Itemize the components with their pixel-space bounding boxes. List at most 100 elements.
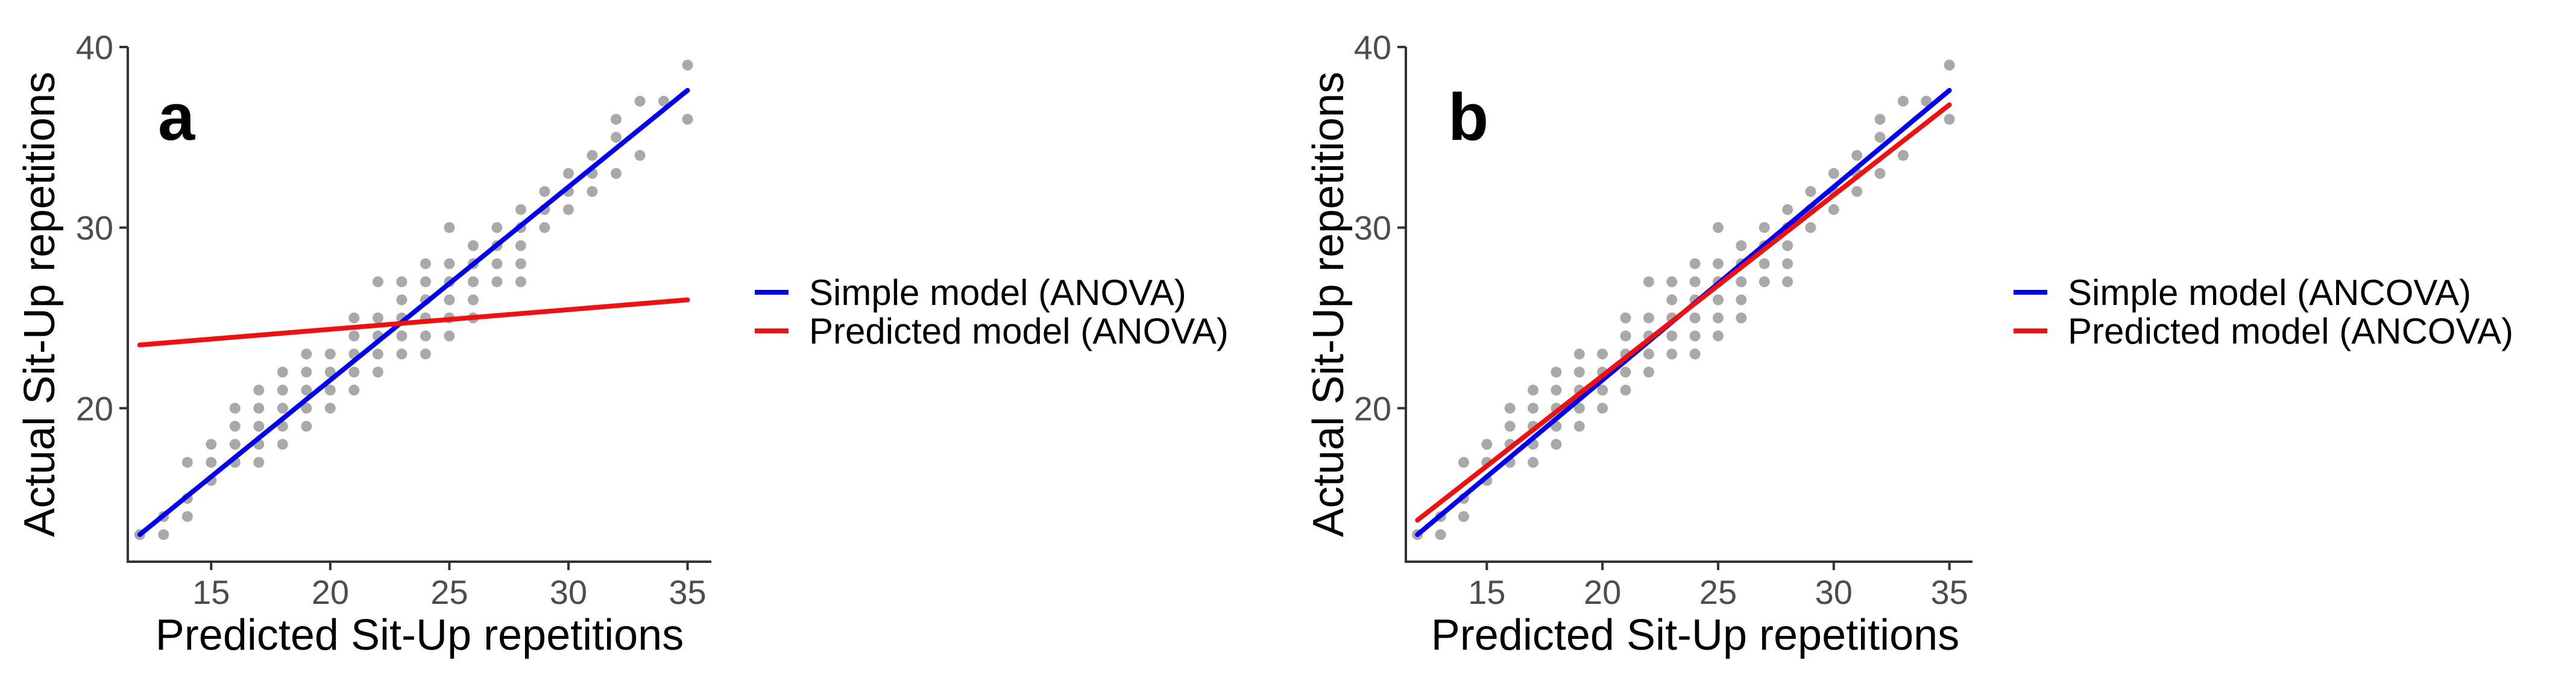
- panel-a-data-point: [539, 186, 550, 197]
- panel-a-data-point: [396, 294, 408, 306]
- panel-a-data-point: [515, 204, 526, 215]
- panel-a-data-point: [396, 348, 408, 360]
- panel-b-data-point: [1851, 149, 1863, 161]
- panel-b-data-point: [1458, 511, 1469, 523]
- panel-b-data-point: [1666, 348, 1678, 360]
- panel-a-x-axis-title: Predicted Sit-Up repetitions: [156, 611, 684, 659]
- panel-b-y-ticks: 20 30 40: [1354, 28, 1406, 427]
- panel-b-data-point: [1782, 276, 1793, 287]
- panel-b-data-point: [1689, 312, 1701, 324]
- panel-a-data-point: [301, 366, 312, 378]
- panel-b-data-point: [1551, 385, 1562, 396]
- panel-a-data-point: [420, 276, 431, 287]
- panel-a-x-tick-label: 25: [430, 573, 468, 611]
- panel-a-data-point: [372, 366, 383, 378]
- panel-a-y-tick-label: 40: [76, 28, 113, 66]
- panel-b-data-point: [1713, 330, 1724, 342]
- panel-a-data-point: [396, 330, 408, 342]
- panel-a-data-point: [491, 258, 503, 269]
- panel-a-data-point: [324, 403, 336, 414]
- panel-b-data-point: [1666, 330, 1678, 342]
- panel-a-data-point: [611, 131, 622, 143]
- panel-b-data-point: [1597, 403, 1608, 414]
- panel-b-data-point: [1573, 421, 1585, 432]
- panel-a-data-point: [682, 113, 693, 125]
- panel-a-y-tick-label: 20: [76, 389, 113, 427]
- panel-b-data-point: [1805, 222, 1816, 233]
- panel-a-data-point: [253, 457, 265, 468]
- panel-b-x-tick-label: 35: [1930, 573, 1968, 611]
- panel-a-data-point: [587, 149, 598, 161]
- panel-a-data-point: [206, 457, 217, 468]
- panel-a-data-point: [277, 385, 288, 396]
- panel-b-data-point: [1944, 113, 1955, 125]
- panel-b-points: [1412, 60, 1955, 541]
- panel-b-data-point: [1713, 258, 1724, 269]
- panel-b-data-point: [1643, 276, 1654, 287]
- panel-b-data-point: [1736, 240, 1747, 251]
- panel-a-data-point: [587, 186, 598, 197]
- panel-b-data-point: [1528, 385, 1538, 396]
- panel-b-data-point: [1782, 204, 1793, 215]
- panel-a-data-point: [444, 294, 455, 306]
- panel-b-data-point: [1689, 276, 1701, 287]
- panel-b-data-point: [1504, 403, 1516, 414]
- panel-a-data-point: [562, 204, 574, 215]
- panel-a-data-point: [229, 439, 241, 450]
- panel-b-x-tick-label: 25: [1699, 573, 1737, 611]
- panel-a-data-point: [372, 276, 383, 287]
- panel-a-data-point: [611, 113, 622, 125]
- panel-a-data-point: [372, 312, 383, 324]
- panel-a-data-point: [467, 294, 479, 306]
- panel-b-data-point: [1828, 204, 1839, 215]
- panel-b-data-point: [1573, 348, 1585, 360]
- panel-b-y-axis-title: Actual Sit-Up repetitions: [1305, 72, 1353, 537]
- panel-a-y-ticks: 20 30 40: [76, 28, 128, 427]
- panel-a-data-point: [348, 366, 360, 378]
- panel-a-x-tick-label: 20: [312, 573, 349, 611]
- panel-b-data-point: [1528, 403, 1538, 414]
- panel-a-lines: [137, 87, 690, 538]
- panel-b-x-ticks: 15 20 25 30 35: [1468, 562, 1968, 611]
- panel-b-x-tick-label: 20: [1584, 573, 1621, 611]
- panel-a-data-point: [348, 385, 360, 396]
- panel-b-data-point: [1597, 348, 1608, 360]
- panel-b-data-point: [1736, 294, 1747, 306]
- panel-b-data-point: [1736, 276, 1747, 287]
- panel-a-data-point: [181, 511, 193, 523]
- panel-b-data-point: [1782, 258, 1793, 269]
- panel-b-data-point: [1620, 366, 1631, 378]
- panel-b-lines: [1415, 87, 1952, 538]
- panel-a-data-point: [611, 168, 622, 179]
- panel-a-y-axis-title: Actual Sit-Up repetitions: [16, 72, 64, 537]
- panel-b-data-point: [1689, 348, 1701, 360]
- panel-b-x-axis-title: Predicted Sit-Up repetitions: [1431, 611, 1959, 659]
- panel-b-data-point: [1620, 385, 1631, 396]
- panel-a-data-point: [420, 258, 431, 269]
- panel-b-y-tick-label: 30: [1354, 209, 1391, 247]
- panel-a-data-point: [253, 403, 265, 414]
- panel-a-data-point: [634, 149, 646, 161]
- panel-a-predicted-model-line: [137, 297, 690, 348]
- panel-b-legend-simple-label: Simple model (ANCOVA): [2068, 272, 2471, 313]
- panel-b-data-point: [1504, 421, 1516, 432]
- panel-a-data-point: [467, 276, 479, 287]
- panel-b-data-point: [1551, 366, 1562, 378]
- panel-b-data-point: [1874, 113, 1886, 125]
- panel-a-data-point: [539, 222, 550, 233]
- panel-a-data-point: [277, 366, 288, 378]
- panel-a-x-ticks: 15 20 25 30 35: [192, 562, 707, 611]
- panel-a-legend: Simple model (ANOVA) Predicted model (AN…: [755, 272, 1229, 351]
- panel-b-data-point: [1458, 457, 1469, 468]
- panel-b-data-point: [1643, 312, 1654, 324]
- panel-a-x-tick-label: 35: [669, 573, 706, 611]
- panel-a-data-point: [634, 95, 646, 107]
- panel-a-data-point: [277, 403, 288, 414]
- panel-a-data-point: [682, 60, 693, 71]
- panel-a-data-point: [658, 95, 669, 107]
- panel-a-data-point: [158, 529, 169, 541]
- panel-a-data-point: [420, 348, 431, 360]
- panel-b-data-point: [1666, 294, 1678, 306]
- panel-a-data-point: [253, 421, 265, 432]
- panel-b-data-point: [1713, 294, 1724, 306]
